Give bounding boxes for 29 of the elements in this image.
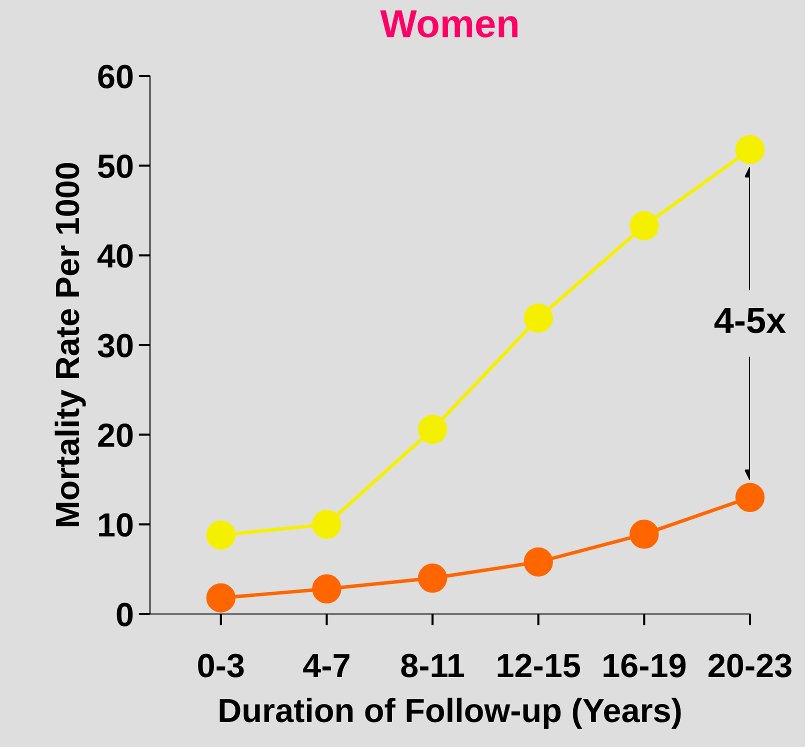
point — [206, 520, 236, 550]
x-tick-label: 0-3 — [198, 654, 244, 678]
x-tick-label: 8-11 — [401, 654, 464, 678]
y-tick-label: 50 — [98, 154, 133, 178]
point — [630, 211, 659, 240]
annotation: 4-5x — [714, 308, 786, 334]
point — [524, 547, 553, 577]
point — [630, 520, 659, 549]
x-tick-label: 4-7 — [303, 654, 350, 678]
point — [418, 414, 448, 444]
point — [312, 574, 342, 604]
y-axis-title: Mortality Rate Per 1000 — [54, 162, 86, 526]
point — [206, 583, 236, 612]
y-tick-label: 60 — [98, 64, 133, 88]
point — [735, 134, 765, 164]
y-tick-label: 30 — [98, 334, 133, 358]
point — [312, 510, 342, 539]
point — [418, 564, 448, 593]
point — [524, 304, 553, 333]
y-tick-label: 0 — [116, 602, 133, 626]
y-tick-label: 10 — [99, 513, 133, 537]
x-tick-label: 12-15 — [498, 654, 580, 678]
chart-title: Women — [380, 10, 518, 38]
point — [735, 482, 765, 512]
y-tick-label: 40 — [97, 244, 133, 268]
y-tick-label: 20 — [98, 423, 133, 448]
x-axis-title: Duration of Follow-up (Years) — [220, 698, 681, 729]
x-tick-label: 16-19 — [604, 654, 686, 678]
x-tick-label: 20-23 — [708, 654, 792, 678]
